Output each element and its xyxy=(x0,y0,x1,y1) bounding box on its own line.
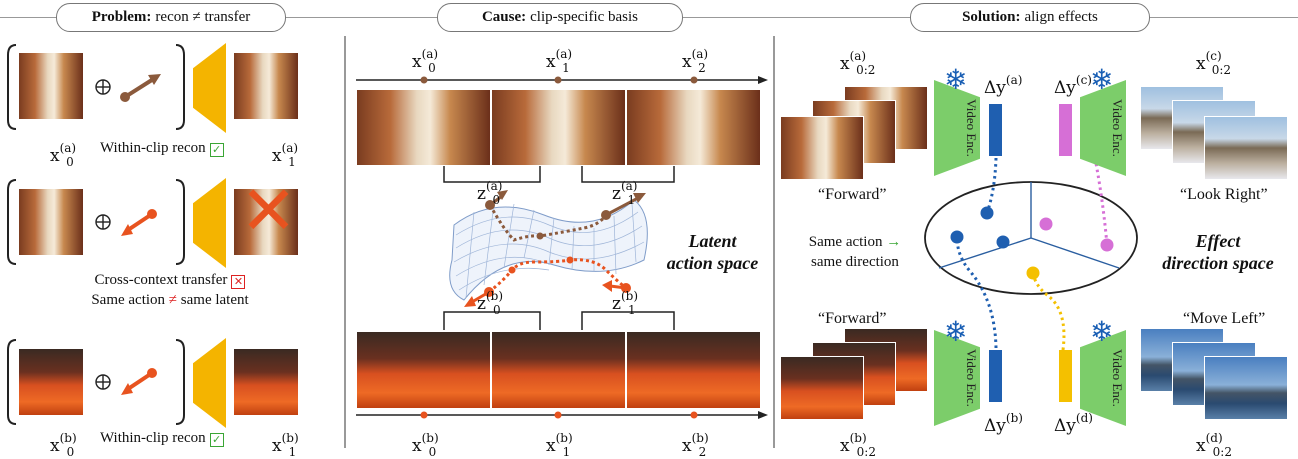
problem-row1-x-right: x(a)1 xyxy=(272,141,299,169)
cross-x-icon: ✕ xyxy=(240,172,297,251)
solution-stack-a-3 xyxy=(780,116,864,180)
problem-brackets xyxy=(7,44,185,425)
cause-top-z0: z(a)0 xyxy=(477,179,503,207)
quote-look-right: “Look Right” xyxy=(1180,186,1268,203)
problem-header-text: recon ≠ transfer xyxy=(155,9,251,25)
cause-top-x1: x(a)1 xyxy=(546,47,573,75)
cause-top-x2: x(a)2 xyxy=(682,47,709,75)
cause-bottom-z1: z(b)1 xyxy=(612,289,639,317)
same-action-note: Same action → same direction xyxy=(808,234,902,270)
fail-icon: ✕ xyxy=(231,275,246,289)
problem-row3-x-left: x(b)0 xyxy=(50,431,77,459)
video-encoder-a: Video Enc. xyxy=(934,80,980,176)
solution-x-a: x(a)0:2 xyxy=(840,49,876,77)
solution-header-text: align effects xyxy=(1024,9,1098,25)
same-action-caption: Same action ≠ same latent xyxy=(91,292,249,308)
snowflake-icon: ❄ xyxy=(1090,63,1114,96)
solution-stack-c-3 xyxy=(1204,116,1288,180)
effect-direction-space-label: Effect direction space xyxy=(1162,231,1274,273)
cause-bottom-x2: x(b)2 xyxy=(682,431,709,459)
quote-move-left: “Move Left” xyxy=(1183,310,1266,327)
cause-bottom-frame-2 xyxy=(626,331,761,409)
solution-header: Solution: align effects xyxy=(910,3,1150,32)
solution-graphics xyxy=(924,157,1138,351)
problem-row3-frame-right xyxy=(233,348,299,416)
cause-top-frame-1 xyxy=(491,89,626,166)
video-encoder-d: Video Enc. xyxy=(1080,330,1126,426)
cause-header-bold: Cause: xyxy=(481,9,527,25)
solution-x-b: x(b)0:2 xyxy=(840,431,876,459)
cause-top-frame-2 xyxy=(626,89,761,166)
cause-bottom-x0: x(b)0 xyxy=(412,431,439,459)
cause-header-text: clip-specific basis xyxy=(530,9,639,25)
cause-bottom-frame-0 xyxy=(356,331,491,409)
divider-left xyxy=(344,36,346,448)
transfer-caption: Cross-context transfer ✕ xyxy=(40,272,300,289)
video-encoder-b: Video Enc. xyxy=(934,330,980,426)
solution-x-c: x(c)0:2 xyxy=(1196,49,1231,77)
embedding-bar-d xyxy=(1059,350,1072,402)
snowflake-icon: ❄ xyxy=(944,315,968,348)
cause-bottom-z0: z(b)0 xyxy=(477,289,504,317)
divider-right xyxy=(773,36,775,448)
cause-bottom-frame-1 xyxy=(491,331,626,409)
cause-top-x0: x(a)0 xyxy=(412,47,439,75)
solution-header-bold: Solution: xyxy=(962,9,1021,25)
problem-row3-caption: Within-clip recon ✓ xyxy=(100,430,224,447)
snowflake-icon: ❄ xyxy=(944,63,968,96)
embedding-bar-a xyxy=(989,104,1002,156)
solution-stack-d-3 xyxy=(1204,356,1288,420)
embedding-bar-b xyxy=(989,350,1002,402)
delta-y-a: Δy(a) xyxy=(984,73,1023,98)
solution-x-d: x(d)0:2 xyxy=(1196,431,1232,459)
cause-top-z1: z(a)1 xyxy=(612,179,638,207)
snowflake-icon: ❄ xyxy=(1090,315,1114,348)
delta-y-c: Δy(c) xyxy=(1054,73,1092,98)
problem-header: Problem: recon ≠ transfer xyxy=(56,3,286,32)
solution-stack-b-3 xyxy=(780,356,864,420)
cause-bottom-x1: x(b)1 xyxy=(546,431,573,459)
latent-action-space-label: Latent action space xyxy=(666,231,759,273)
check-icon: ✓ xyxy=(209,143,224,157)
problem-row1-frame-left xyxy=(18,52,84,120)
problem-row1-x-left: x(a)0 xyxy=(50,141,77,169)
quote-forward-top: “Forward” xyxy=(818,186,887,203)
delta-y-d: Δy(d) xyxy=(1054,411,1093,436)
problem-row2-frame-right xyxy=(233,188,299,256)
problem-row3-x-right: x(b)1 xyxy=(272,431,299,459)
cause-top-frame-0 xyxy=(356,89,491,166)
check-icon: ✓ xyxy=(209,433,224,447)
problem-header-bold: Problem: xyxy=(91,9,152,25)
cause-graphics xyxy=(356,76,768,419)
cause-header: Cause: clip-specific basis xyxy=(437,3,683,32)
quote-forward-bottom: “Forward” xyxy=(818,310,887,327)
problem-row1-frame-right xyxy=(233,52,299,120)
problem-row3-frame-left xyxy=(18,348,84,416)
problem-row2-frame-left xyxy=(18,188,84,256)
delta-y-b: Δy(b) xyxy=(984,411,1023,436)
embedding-bar-c xyxy=(1059,104,1072,156)
video-encoder-c: Video Enc. xyxy=(1080,80,1126,176)
problem-row1-caption: Within-clip recon ✓ xyxy=(100,140,224,157)
